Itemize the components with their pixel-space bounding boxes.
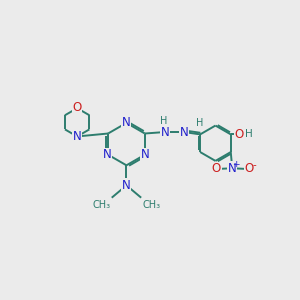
Text: H: H: [245, 129, 253, 140]
Text: N: N: [228, 162, 237, 175]
Text: O: O: [234, 128, 244, 141]
Text: N: N: [122, 179, 131, 192]
Text: N: N: [103, 148, 112, 161]
Text: N: N: [122, 116, 131, 129]
Text: N: N: [141, 148, 150, 161]
Text: O: O: [73, 101, 82, 114]
Text: N: N: [180, 125, 188, 139]
Text: O: O: [244, 162, 253, 175]
Text: -: -: [252, 160, 256, 170]
Text: CH₃: CH₃: [92, 200, 110, 210]
Text: CH₃: CH₃: [142, 200, 161, 210]
Text: H: H: [160, 116, 167, 126]
Text: H: H: [196, 118, 204, 128]
Text: +: +: [232, 160, 240, 169]
Text: N: N: [160, 125, 169, 139]
Text: O: O: [212, 162, 221, 175]
Text: N: N: [73, 130, 82, 143]
